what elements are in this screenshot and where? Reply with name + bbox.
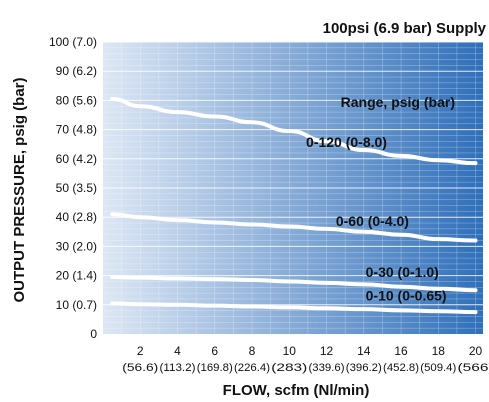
y-tick-label: 80 (5.6) — [56, 93, 97, 107]
x-tick-sublabel: (566) — [458, 362, 489, 374]
y-tick-label: 100 (7.0) — [49, 35, 97, 49]
x-tick-sublabel: (396.2) — [346, 362, 382, 374]
series-line-4 — [110, 301, 478, 315]
x-tick-label: 2 — [137, 344, 144, 358]
y-tick-label: 90 (6.2) — [56, 64, 97, 78]
series-line-3 — [110, 275, 478, 293]
x-axis-label: FLOW, scfm (Nl/min) — [223, 382, 370, 399]
x-tick-labels: 2 (56.6) 4 (113.2) 6 (169.8) 8 (226.4) 10 (283) 12… — [122, 344, 489, 374]
x-tick-label: 20 — [469, 344, 483, 358]
grid — [103, 41, 483, 334]
x-tick-sublabel: (113.2) — [160, 362, 196, 374]
x-tick-sublabel: (452.8) — [383, 362, 419, 374]
y-tick-label: 40 (2.8) — [56, 210, 97, 224]
x-tick-sublabel: (169.8) — [197, 362, 233, 374]
x-tick-label: 14 — [357, 344, 371, 358]
y-tick-label: 50 (3.5) — [56, 181, 97, 195]
series-lines — [110, 96, 478, 315]
series-line-2 — [110, 212, 478, 243]
y-tick-label: 0 — [90, 327, 97, 341]
x-tick-label: 4 — [174, 344, 181, 358]
legend-title: Range, psig (bar) — [341, 94, 455, 110]
series-line-1 — [110, 96, 478, 166]
x-tick-sublabel: (509.4) — [420, 362, 456, 374]
x-tick-label: 12 — [320, 344, 334, 358]
x-tick-label: 6 — [211, 344, 218, 358]
series-label-1: 0-120 (0-8.0) — [306, 134, 387, 150]
y-tick-label: 70 (4.8) — [56, 123, 97, 137]
y-tick-label: 20 (1.4) — [56, 269, 97, 283]
series-labels: 0-120 (0-8.0) 0-60 (0-4.0) 0-30 (0-1.0) 0-1… — [306, 134, 447, 303]
y-tick-label: 10 (0.7) — [56, 298, 97, 312]
x-tick-label: 18 — [432, 344, 446, 358]
x-tick-sublabel: (226.4) — [234, 362, 270, 374]
x-tick-sublabel: (339.6) — [309, 362, 345, 374]
chart-title: 100psi (6.9 bar) Supply — [323, 20, 487, 37]
x-tick-label: 16 — [394, 344, 408, 358]
y-tick-labels: 0 10 (0.7) 20 (1.4) 30 (2.0) 40 (2.8) 50 (3.5… — [49, 35, 97, 341]
x-tick-sublabel: (56.6) — [122, 362, 158, 374]
series-label-4: 0-10 (0-0.65) — [366, 287, 447, 303]
x-tick-label: 10 — [283, 344, 297, 358]
y-tick-label: 60 (4.2) — [56, 152, 97, 166]
y-tick-label: 30 (2.0) — [56, 239, 97, 253]
y-axis-label: OUTPUT PRESSURE, psig (bar) — [11, 77, 28, 302]
x-tick-label: 8 — [249, 344, 256, 358]
series-label-2: 0-60 (0-4.0) — [336, 213, 409, 229]
series-label-3: 0-30 (0-1.0) — [366, 264, 439, 280]
x-tick-sublabel: (283) — [271, 362, 307, 374]
